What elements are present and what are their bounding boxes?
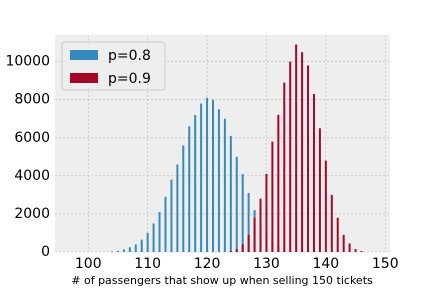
bar [235, 249, 238, 252]
bar [211, 99, 214, 252]
x-tick-label: 120 [194, 256, 221, 272]
x-tick-label: 150 [372, 256, 399, 272]
bar [265, 173, 268, 252]
bar [271, 141, 274, 252]
bar [182, 145, 185, 252]
y-tick-label: 10000 [5, 54, 50, 70]
legend-label: p=0.8 [108, 48, 151, 64]
bar [188, 126, 191, 252]
x-tick-label: 130 [253, 256, 280, 272]
legend-swatch [70, 73, 98, 83]
bar [200, 103, 203, 253]
y-tick-label: 4000 [14, 168, 50, 184]
bar [324, 160, 327, 252]
bar [134, 244, 137, 252]
x-axis-label: # of passengers that show up when sellin… [71, 274, 373, 287]
x-tick-label: 110 [134, 256, 161, 272]
bar [206, 97, 209, 252]
bar [283, 82, 286, 252]
bar [312, 94, 315, 252]
bar [111, 251, 114, 252]
bar [235, 156, 238, 252]
bar [158, 212, 161, 252]
bar [170, 179, 173, 252]
bar [301, 52, 304, 253]
bar [229, 135, 232, 252]
bar [122, 249, 125, 252]
legend-label: p=0.9 [108, 71, 151, 87]
bar [164, 196, 167, 252]
bar [217, 109, 220, 252]
bar [223, 118, 226, 252]
bar [128, 247, 131, 252]
y-tick-label: 0 [41, 244, 50, 260]
bar [354, 249, 357, 252]
bar [247, 234, 250, 252]
bar [152, 223, 155, 252]
bar [241, 244, 244, 252]
bar [116, 250, 119, 252]
bar [194, 114, 197, 253]
bar [253, 217, 256, 252]
bar [241, 173, 244, 252]
bar [146, 232, 149, 252]
bar [336, 217, 339, 252]
legend-swatch [70, 50, 98, 60]
bar [176, 164, 179, 252]
bar [348, 243, 351, 252]
x-tick-label: 100 [75, 256, 102, 272]
bar [259, 198, 262, 252]
bar [342, 234, 345, 252]
y-tick-label: 6000 [14, 130, 50, 146]
bar [277, 114, 280, 253]
bar [330, 194, 333, 252]
bar [247, 192, 250, 252]
legend: p=0.8 p=0.9 [61, 41, 166, 91]
bar [295, 44, 298, 252]
y-tick-label: 8000 [14, 92, 50, 108]
bar [360, 251, 363, 252]
y-tick-label: 2000 [14, 206, 50, 222]
bar [307, 65, 310, 252]
bar [229, 251, 232, 252]
bar [140, 239, 143, 252]
bar [318, 128, 321, 252]
bar [289, 61, 292, 252]
x-tick-label: 140 [312, 256, 339, 272]
